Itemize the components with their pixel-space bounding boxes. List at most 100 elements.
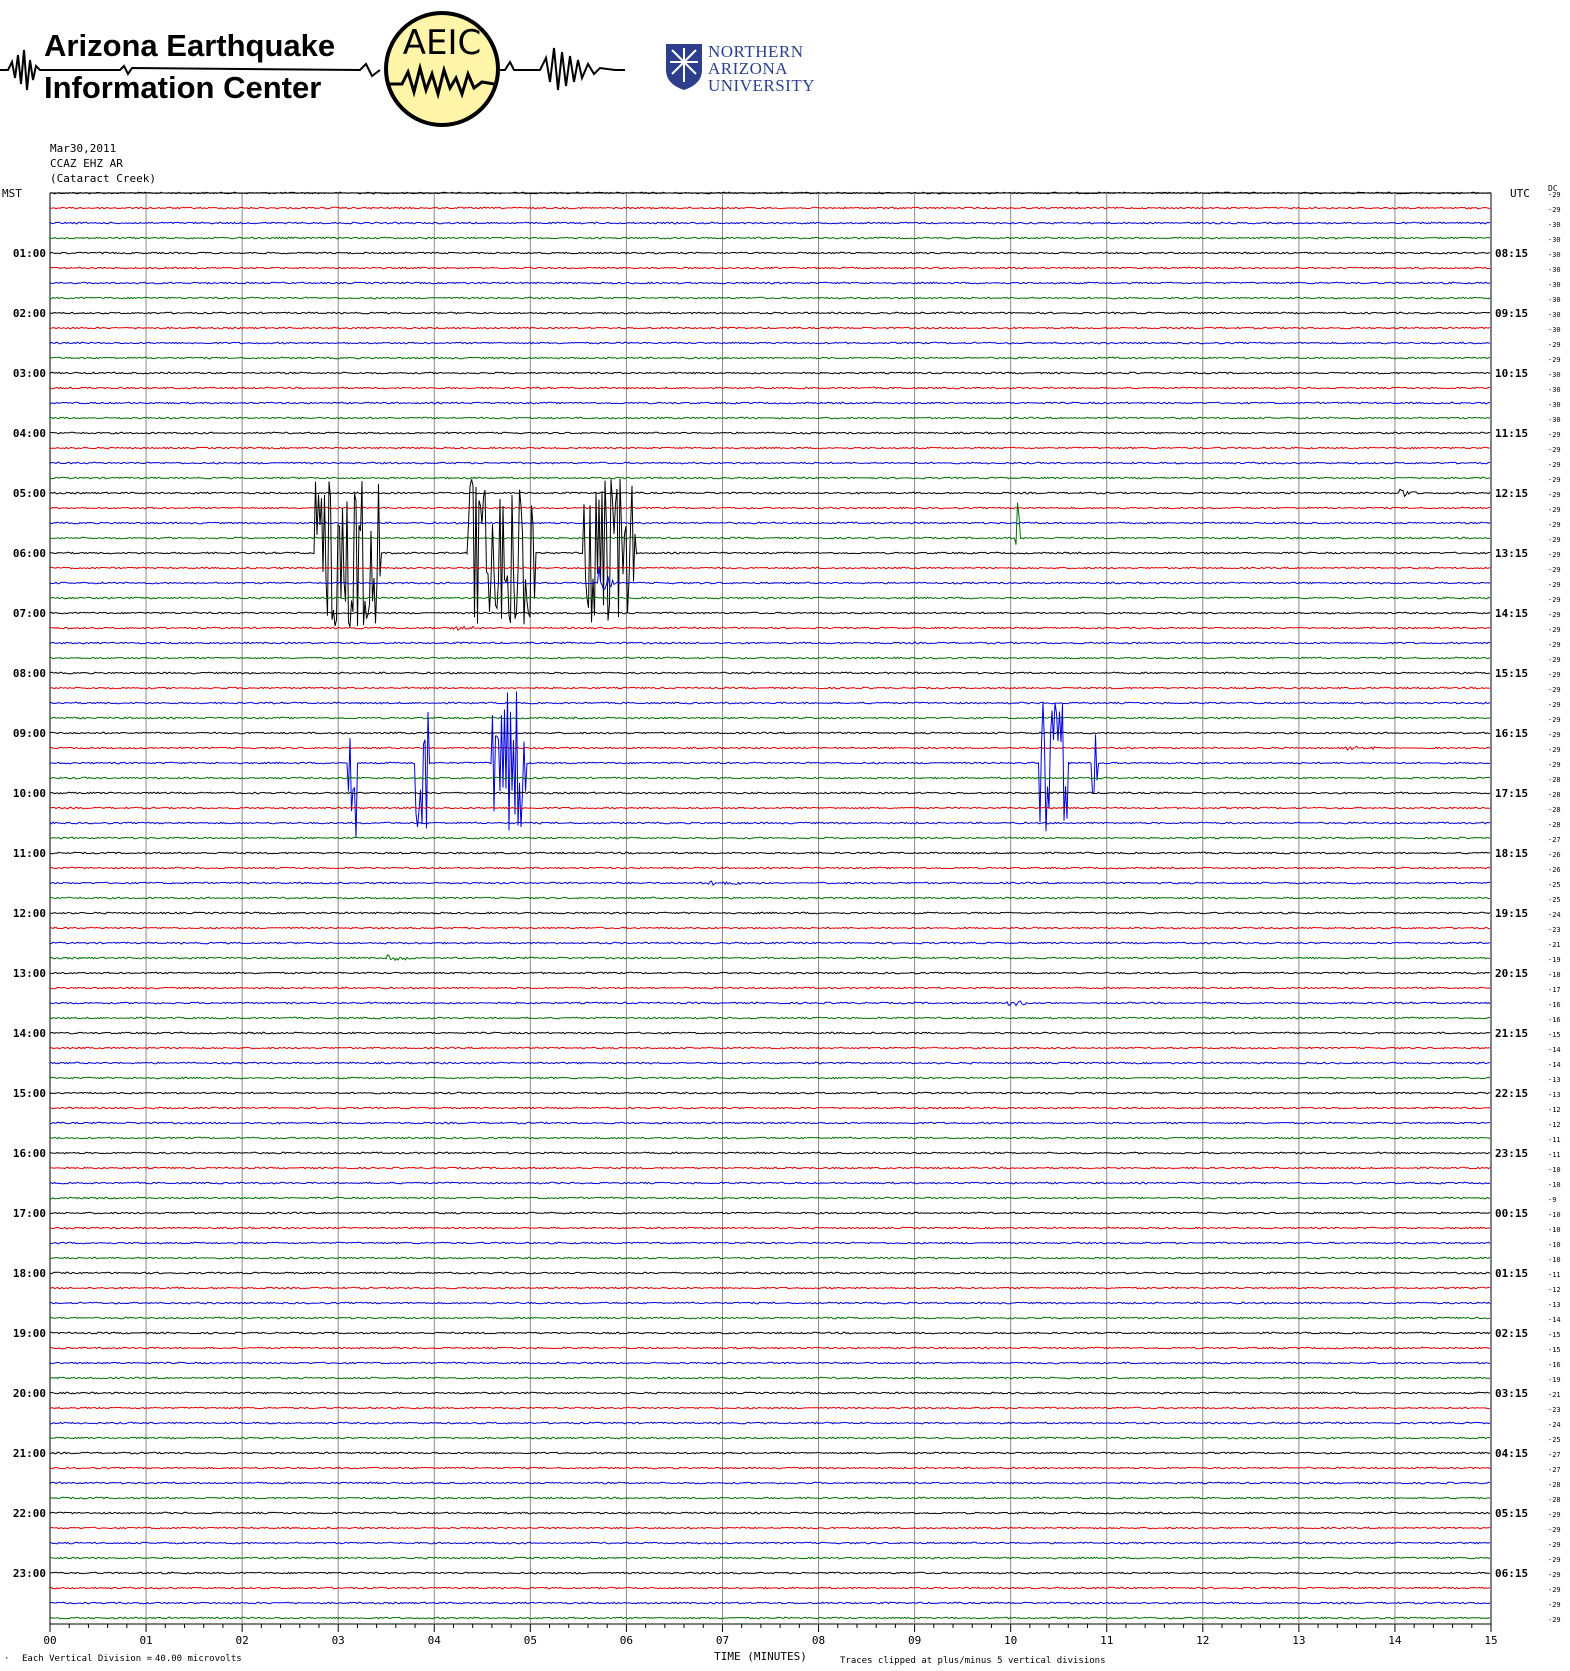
- mst-hour-label: 06:00: [13, 547, 46, 560]
- seismic-trace: [49, 1496, 1491, 1500]
- seismic-trace: [49, 641, 1491, 645]
- seismic-trace: [49, 1526, 1491, 1530]
- utc-hour-label: 17:15: [1495, 787, 1528, 800]
- dc-offset-label: -29: [1548, 671, 1561, 679]
- mst-hour-label: 13:00: [13, 967, 46, 980]
- seismic-trace: [49, 686, 1491, 690]
- seismic-trace: [49, 191, 1491, 195]
- seismic-trace: [49, 488, 1491, 498]
- seismic-trace: [49, 611, 1491, 615]
- dc-offset-label: -29: [1548, 191, 1561, 199]
- seismic-trace: [49, 1000, 1491, 1007]
- seismic-trace: [49, 1391, 1491, 1395]
- x-axis-label: TIME (MINUTES): [714, 1650, 807, 1663]
- seismic-trace: [49, 866, 1491, 870]
- seismic-trace: [49, 371, 1491, 375]
- seismic-trace: [49, 251, 1491, 255]
- x-tick-label: 09: [908, 1634, 921, 1647]
- seismic-trace: [49, 566, 1491, 570]
- dc-offset-label: -12: [1548, 1286, 1561, 1294]
- seismic-trace: [49, 401, 1491, 405]
- dc-offset-label: -30: [1548, 236, 1561, 244]
- dc-offset-label: -30: [1548, 401, 1561, 409]
- dc-offset-label: -29: [1548, 536, 1561, 544]
- seismic-trace: [49, 1241, 1491, 1245]
- org-title-line2: Information Center: [44, 70, 322, 105]
- seismic-trace: [49, 1556, 1491, 1560]
- seismic-trace: [49, 476, 1491, 480]
- dc-offset-label: -21: [1548, 941, 1561, 949]
- dc-offset-label: -15: [1548, 1031, 1561, 1039]
- clipping-note: Traces clipped at plus/minus 5 vertical …: [840, 1656, 1106, 1666]
- mst-hour-label: 22:00: [13, 1507, 46, 1520]
- nau-name-line2: ARIZONA: [708, 59, 788, 78]
- dc-offset-label: -29: [1548, 476, 1561, 484]
- dc-offset-label: -28: [1548, 821, 1561, 829]
- seismic-trace: [49, 1346, 1491, 1350]
- dc-offset-label: -13: [1548, 1091, 1561, 1099]
- seismic-trace: [49, 1451, 1491, 1455]
- seismic-trace: [49, 821, 1491, 825]
- dc-offset-label: -19: [1548, 1376, 1561, 1384]
- dc-offset-label: -19: [1548, 956, 1561, 964]
- dc-offset-label: -23: [1548, 1406, 1561, 1414]
- dc-offset-label: -29: [1548, 506, 1561, 514]
- seismic-trace: [49, 986, 1491, 990]
- dc-offset-label: -29: [1548, 521, 1561, 529]
- x-tick-label: 13: [1292, 1634, 1305, 1647]
- record-date: Mar30,2011: [50, 142, 117, 155]
- dc-offset-label: -24: [1548, 1421, 1561, 1429]
- utc-hour-label: 15:15: [1495, 667, 1528, 680]
- dc-offset-label: -13: [1548, 1076, 1561, 1084]
- dc-offset-label: -29: [1548, 716, 1561, 724]
- mst-hour-label: 18:00: [13, 1267, 46, 1280]
- dc-offset-label: -29: [1548, 1586, 1561, 1594]
- org-title-line1: Arizona Earthquake: [44, 28, 336, 63]
- mst-hour-label: 15:00: [13, 1087, 46, 1100]
- dc-offset-label: -12: [1548, 1106, 1561, 1114]
- dc-offset-label: -29: [1548, 1556, 1561, 1564]
- mst-hour-label: 01:00: [13, 247, 46, 260]
- seismic-trace: [49, 1151, 1491, 1155]
- utc-hour-label: 18:15: [1495, 847, 1528, 860]
- dc-offset-label: -29: [1548, 731, 1561, 739]
- seismic-trace: [49, 701, 1491, 705]
- seismic-trace: [49, 1511, 1491, 1515]
- seismic-trace: [49, 671, 1491, 675]
- utc-hour-label: 05:15: [1495, 1507, 1528, 1520]
- x-tick-label: 04: [428, 1634, 442, 1647]
- seismic-trace: [49, 926, 1491, 930]
- dc-offset-label: -30: [1548, 221, 1561, 229]
- dc-offset-label: -12: [1548, 1121, 1561, 1129]
- seismic-trace: [49, 1436, 1491, 1440]
- seismic-trace: [49, 1331, 1491, 1335]
- dc-offset-label: -30: [1548, 281, 1561, 289]
- dc-offset-label: -25: [1548, 896, 1561, 904]
- seismic-trace: [49, 1091, 1491, 1095]
- dc-offset-label: -26: [1548, 866, 1561, 874]
- dc-offset-label: -29: [1548, 341, 1561, 349]
- dc-offset-label: -16: [1548, 1001, 1561, 1009]
- seismic-trace: [49, 731, 1491, 735]
- utc-hour-label: 03:15: [1495, 1387, 1528, 1400]
- x-tick-label: 12: [1196, 1634, 1209, 1647]
- dc-offset-label: -29: [1548, 746, 1561, 754]
- seismic-trace: [49, 691, 1491, 838]
- seismic-trace: [49, 416, 1491, 420]
- dc-offset-label: -15: [1548, 1331, 1561, 1339]
- dc-offset-label: -15: [1548, 1346, 1561, 1354]
- seismic-trace: [49, 1541, 1491, 1545]
- dc-offset-label: -23: [1548, 926, 1561, 934]
- dc-offset-label: -29: [1548, 1526, 1561, 1534]
- seismic-trace: [49, 1196, 1491, 1200]
- mst-hour-label: 11:00: [13, 847, 46, 860]
- utc-hour-label: 10:15: [1495, 367, 1528, 380]
- utc-axis-label: UTC: [1510, 187, 1530, 200]
- dc-offset-label: -29: [1548, 1511, 1561, 1519]
- dc-offset-label: -24: [1548, 911, 1561, 919]
- dc-offset-label: -29: [1548, 1601, 1561, 1609]
- mst-hour-label: 03:00: [13, 367, 46, 380]
- x-tick-label: 07: [716, 1634, 729, 1647]
- dc-offset-label: -27: [1548, 1466, 1561, 1474]
- axis-labels: 00 01 02 03 04 05 06 07 08 09 10 11 12 13 14 15 TIME (MI…: [2, 184, 1561, 1663]
